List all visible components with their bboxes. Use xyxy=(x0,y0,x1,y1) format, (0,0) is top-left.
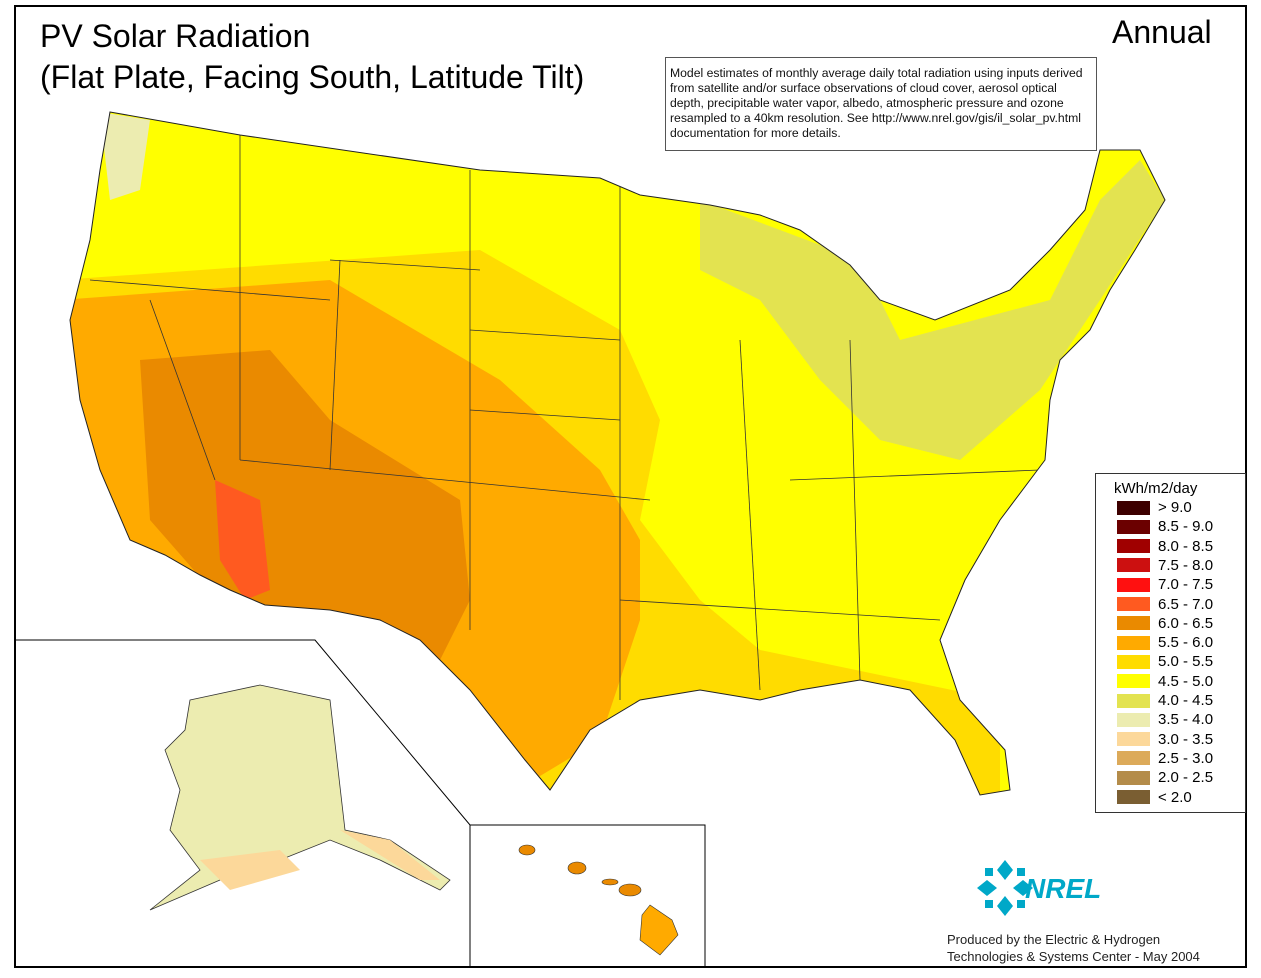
legend-item: 6.5 - 7.0 xyxy=(1117,595,1213,614)
legend-label: 5.5 - 6.0 xyxy=(1158,634,1214,652)
alaska-inset xyxy=(149,684,451,911)
legend-item: 8.5 - 9.0 xyxy=(1117,517,1213,536)
legend-title: kWh/m2/day xyxy=(1114,480,1198,497)
legend-swatch xyxy=(1117,751,1150,766)
legend-item: 5.0 - 5.5 xyxy=(1117,652,1213,671)
legend-swatch xyxy=(1117,770,1150,785)
legend-item: 7.5 - 8.0 xyxy=(1117,556,1213,575)
legend: kWh/m2/day > 9.0 8.5 - 9.0 8.0 - 8.5 7.5 - … xyxy=(1095,473,1246,813)
state-boundaries xyxy=(89,135,1041,700)
legend-item: 2.5 - 3.0 xyxy=(1117,749,1213,768)
legend-item: 4.5 - 5.0 xyxy=(1117,672,1213,691)
legend-swatch xyxy=(1117,654,1150,669)
legend-label: 8.0 - 8.5 xyxy=(1158,537,1214,555)
map-subtitle: (Flat Plate, Facing South, Latitude Tilt… xyxy=(40,59,585,95)
legend-item: 4.0 - 4.5 xyxy=(1117,691,1213,710)
legend-swatch xyxy=(1117,732,1150,747)
legend-swatch xyxy=(1117,712,1150,727)
legend-swatch xyxy=(1117,539,1150,554)
legend-item: < 2.0 xyxy=(1117,788,1192,807)
legend-label: 6.0 - 6.5 xyxy=(1158,614,1214,632)
legend-item: 6.0 - 6.5 xyxy=(1117,614,1213,633)
legend-swatch xyxy=(1117,635,1150,650)
legend-swatch xyxy=(1117,558,1150,573)
legend-label: > 9.0 xyxy=(1158,499,1192,516)
credit-text: Produced by the Electric & Hydrogen Tech… xyxy=(947,931,1200,965)
legend-item: 8.0 - 8.5 xyxy=(1117,537,1213,556)
legend-label: 6.5 - 7.0 xyxy=(1158,595,1214,613)
map-title: PV Solar Radiation xyxy=(40,18,311,54)
zone-4.0-4.5 xyxy=(700,160,1165,460)
legend-label: 2.5 - 3.0 xyxy=(1158,749,1214,767)
legend-label: 5.0 - 5.5 xyxy=(1158,653,1214,671)
legend-label: 3.0 - 3.5 xyxy=(1158,730,1214,748)
legend-label: 3.5 - 4.0 xyxy=(1158,711,1214,729)
legend-label: < 2.0 xyxy=(1158,788,1192,806)
legend-label: 8.5 - 9.0 xyxy=(1158,518,1214,536)
legend-swatch xyxy=(1117,519,1150,534)
period-label: Annual xyxy=(1112,14,1212,50)
legend-swatch xyxy=(1117,597,1150,611)
legend-swatch xyxy=(1117,674,1150,689)
credit-line-2: Technologies & Systems Center - May 2004 xyxy=(947,949,1200,964)
legend-swatch xyxy=(1117,693,1150,708)
legend-item: 5.5 - 6.0 xyxy=(1117,633,1213,652)
conus-outline xyxy=(69,111,1166,796)
legend-label: 7.0 - 7.5 xyxy=(1158,576,1214,594)
legend-item: 7.0 - 7.5 xyxy=(1117,575,1213,594)
legend-item: > 9.0 xyxy=(1117,498,1192,517)
legend-swatch xyxy=(1117,577,1150,592)
zone-3.5-4.0 xyxy=(100,112,150,200)
legend-item: 3.5 - 4.0 xyxy=(1117,710,1213,729)
legend-swatch xyxy=(1117,790,1150,804)
methodology-note: Model estimates of monthly average daily… xyxy=(665,57,1097,151)
legend-label: 2.0 - 2.5 xyxy=(1158,769,1214,787)
credit-line-1: Produced by the Electric & Hydrogen xyxy=(947,932,1161,947)
legend-item: 2.0 - 2.5 xyxy=(1117,768,1213,787)
legend-swatch xyxy=(1117,616,1150,631)
legend-label: 7.5 - 8.0 xyxy=(1158,556,1214,574)
nrel-logo: NREL xyxy=(975,858,1105,923)
logo-text: NREL xyxy=(1025,873,1101,904)
legend-item: 3.0 - 3.5 xyxy=(1117,730,1213,749)
map-frame xyxy=(14,5,1247,968)
legend-swatch xyxy=(1117,500,1150,515)
zone-6.5-7.0 xyxy=(215,480,270,600)
legend-label: 4.0 - 4.5 xyxy=(1158,692,1214,709)
legend-label: 4.5 - 5.0 xyxy=(1158,672,1214,690)
hawaii-inset xyxy=(518,844,679,956)
